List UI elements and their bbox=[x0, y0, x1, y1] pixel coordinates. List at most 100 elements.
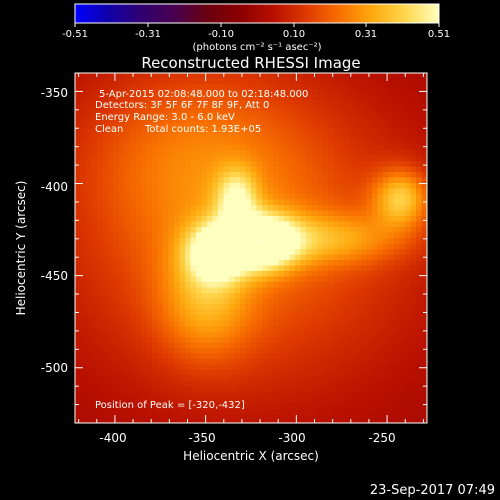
heatmap-cell bbox=[410, 304, 417, 311]
heatmap-cell bbox=[344, 386, 351, 393]
heatmap-cell bbox=[295, 370, 302, 377]
heatmap-cell bbox=[344, 205, 351, 212]
heatmap-cell bbox=[218, 84, 225, 91]
heatmap-cell bbox=[119, 320, 126, 327]
heatmap-cell bbox=[278, 392, 285, 399]
heatmap-cell bbox=[124, 293, 131, 300]
heatmap-cell bbox=[328, 309, 335, 316]
heatmap-cell bbox=[405, 122, 412, 129]
heatmap-cell bbox=[108, 161, 115, 168]
heatmap-cell bbox=[416, 139, 423, 146]
heatmap-cell bbox=[102, 84, 109, 91]
heatmap-cell bbox=[295, 331, 302, 338]
heatmap-cell bbox=[267, 408, 274, 415]
heatmap-cell bbox=[306, 276, 313, 283]
heatmap-cell bbox=[108, 331, 115, 338]
heatmap-cell bbox=[91, 139, 98, 146]
heatmap-cell bbox=[108, 265, 115, 272]
heatmap-cell bbox=[179, 128, 186, 135]
heatmap-cell bbox=[168, 386, 175, 393]
heatmap-cell bbox=[251, 375, 258, 382]
heatmap-cell bbox=[212, 342, 219, 349]
heatmap-cell bbox=[223, 199, 230, 206]
heatmap-cell bbox=[113, 254, 120, 261]
heatmap-cell bbox=[80, 381, 87, 388]
heatmap-cell bbox=[322, 144, 329, 151]
heatmap-cell bbox=[278, 381, 285, 388]
heatmap-cell bbox=[366, 161, 373, 168]
heatmap-cell bbox=[218, 243, 225, 250]
heatmap-cell bbox=[394, 315, 401, 322]
heatmap-cell bbox=[295, 304, 302, 311]
heatmap-cell bbox=[75, 320, 82, 327]
heatmap-cell bbox=[267, 144, 274, 151]
heatmap-cell bbox=[328, 84, 335, 91]
heatmap-cell bbox=[146, 144, 153, 151]
heatmap-cell bbox=[284, 232, 291, 239]
heatmap-cell bbox=[234, 199, 241, 206]
heatmap-cell bbox=[399, 353, 406, 360]
heatmap-cell bbox=[289, 348, 296, 355]
heatmap-cell bbox=[135, 227, 142, 234]
heatmap-cell bbox=[410, 177, 417, 184]
heatmap-cell bbox=[119, 117, 126, 124]
heatmap-cell bbox=[102, 414, 109, 421]
heatmap-cell bbox=[157, 403, 164, 410]
heatmap-cell bbox=[124, 249, 131, 256]
heatmap-cell bbox=[372, 161, 379, 168]
heatmap-cell bbox=[421, 353, 427, 360]
heatmap-cell bbox=[91, 172, 98, 179]
heatmap-cell bbox=[207, 397, 214, 404]
heatmap-cell bbox=[229, 254, 236, 261]
heatmap-cell bbox=[322, 375, 329, 382]
heatmap-cell bbox=[289, 364, 296, 371]
heatmap-cell bbox=[366, 265, 373, 272]
heatmap-cell bbox=[410, 100, 417, 107]
heatmap-cell bbox=[273, 199, 280, 206]
heatmap-cell bbox=[256, 133, 263, 140]
heatmap-cell bbox=[102, 78, 109, 85]
heatmap-cell bbox=[416, 408, 423, 415]
heatmap-cell bbox=[86, 133, 93, 140]
heatmap-cell bbox=[262, 144, 269, 151]
heatmap-cell bbox=[306, 221, 313, 228]
heatmap-cell bbox=[174, 320, 181, 327]
heatmap-cell bbox=[267, 100, 274, 107]
heatmap-cell bbox=[333, 161, 340, 168]
heatmap-cell bbox=[75, 111, 82, 118]
heatmap-cell bbox=[300, 95, 307, 102]
heatmap-cell bbox=[174, 221, 181, 228]
heatmap-cell bbox=[218, 227, 225, 234]
heatmap-cell bbox=[295, 227, 302, 234]
heatmap-cell bbox=[267, 139, 274, 146]
heatmap-cell bbox=[102, 326, 109, 333]
heatmap-cell bbox=[289, 271, 296, 278]
heatmap-cell bbox=[174, 133, 181, 140]
heatmap-cell bbox=[328, 73, 335, 80]
heatmap-cell bbox=[322, 89, 329, 96]
heatmap-cell bbox=[179, 117, 186, 124]
heatmap-cell bbox=[322, 166, 329, 173]
heatmap-cell bbox=[317, 122, 324, 129]
heatmap-cell bbox=[355, 210, 362, 217]
heatmap-cell bbox=[421, 419, 427, 423]
heatmap-cell bbox=[361, 155, 368, 162]
heatmap-cell bbox=[102, 89, 109, 96]
heatmap-cell bbox=[289, 89, 296, 96]
heatmap-cell bbox=[196, 353, 203, 360]
heatmap-cell bbox=[350, 304, 357, 311]
heatmap-cell bbox=[262, 331, 269, 338]
heatmap-cell bbox=[75, 210, 82, 217]
heatmap-cell bbox=[421, 359, 427, 366]
heatmap-cell bbox=[119, 172, 126, 179]
heatmap-cell bbox=[113, 326, 120, 333]
heatmap-cell bbox=[141, 375, 148, 382]
heatmap-cell bbox=[80, 199, 87, 206]
heatmap-cell bbox=[273, 117, 280, 124]
heatmap-cell bbox=[273, 381, 280, 388]
heatmap-cell bbox=[284, 342, 291, 349]
heatmap-cell bbox=[273, 392, 280, 399]
heatmap-cell bbox=[344, 232, 351, 239]
heatmap-cell bbox=[372, 221, 379, 228]
heatmap-cell bbox=[245, 183, 252, 190]
